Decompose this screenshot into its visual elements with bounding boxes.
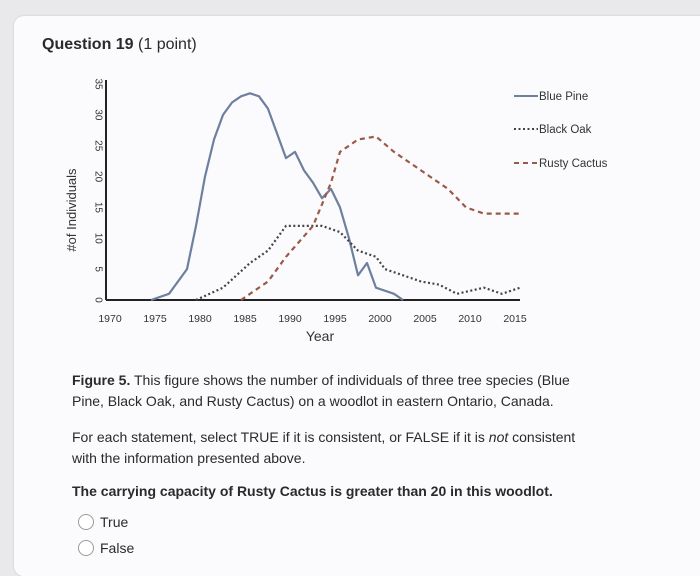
- series-line-black-oak: [195, 224, 521, 302]
- x-tick-label: 1970: [98, 313, 122, 325]
- y-tick-label: 0: [92, 297, 103, 303]
- y-tick-label: 10: [92, 233, 103, 245]
- y-tick-label: 20: [92, 171, 103, 183]
- option-false-label: False: [100, 540, 135, 556]
- x-tick-label: 2015: [503, 313, 527, 325]
- line-chart: 0 5 10 15 20 25 30 35 1970 1975 1980 1985 1990 1995 20…: [64, 78, 608, 344]
- radio-true[interactable]: [78, 514, 94, 530]
- x-tick-label: 2010: [458, 313, 482, 325]
- figure-caption: Figure 5. This figure shows the number o…: [72, 370, 592, 412]
- y-tick-label: 5: [92, 266, 103, 272]
- x-tick-label: 1985: [233, 313, 257, 325]
- legend-label: Blue Pine: [539, 91, 588, 103]
- series-line-blue-pine: [150, 92, 404, 302]
- legend-label: Rusty Cactus: [539, 158, 608, 170]
- legend-label: Black Oak: [539, 124, 592, 136]
- question-points: (1 point): [138, 36, 197, 53]
- x-tick-label: 1980: [188, 313, 212, 325]
- x-tick-label: 2005: [413, 313, 437, 325]
- y-tick-label: 30: [92, 109, 103, 121]
- y-tick-label: 15: [92, 202, 103, 214]
- option-true-label: True: [100, 514, 129, 530]
- x-tick-label: 1995: [323, 313, 347, 325]
- x-tick-label: 1975: [143, 313, 167, 325]
- question-title: Question 19 (1 point): [42, 36, 197, 54]
- y-tick-label: 35: [92, 78, 103, 90]
- instructions: For each statement, select TRUE if it is…: [72, 427, 602, 469]
- series-line-rusty-cactus: [240, 135, 520, 301]
- radio-false[interactable]: [78, 540, 94, 556]
- instructions-pre: For each statement, select TRUE if it is…: [72, 429, 489, 445]
- option-true[interactable]: True: [78, 514, 128, 530]
- figure-label: Figure 5.: [72, 372, 131, 388]
- question-label: Question 19: [42, 36, 134, 53]
- y-tick-label: 25: [92, 140, 103, 152]
- instructions-post: consistent with the information presente…: [72, 429, 576, 466]
- instructions-emphasis: not: [488, 429, 509, 445]
- statement: The carrying capacity of Rusty Cactus is…: [72, 483, 553, 499]
- x-tick-label: 1990: [278, 313, 302, 325]
- figure-text: This figure shows the number of individu…: [72, 372, 570, 409]
- x-axis-title: Year: [306, 328, 335, 344]
- x-tick-label: 2000: [368, 313, 392, 325]
- y-axis-title: #of Individuals: [64, 168, 79, 252]
- option-false[interactable]: False: [78, 540, 134, 556]
- question-card: [14, 16, 700, 576]
